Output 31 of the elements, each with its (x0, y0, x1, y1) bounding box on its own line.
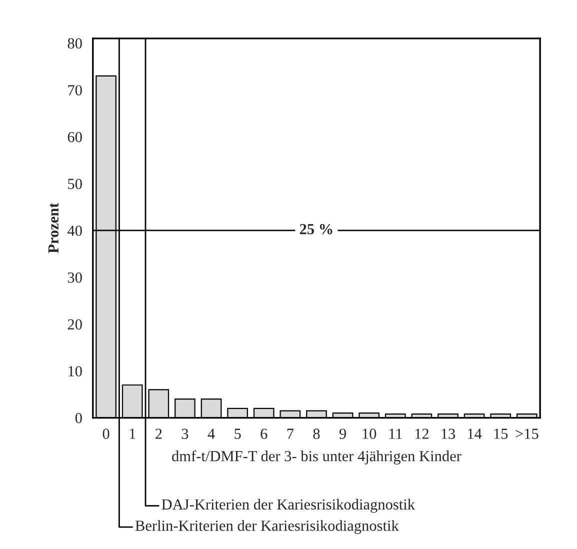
x-tick-label: 2 (156, 428, 162, 439)
x-tick-label: 15 (494, 428, 508, 439)
x-tick-label: 9 (339, 428, 346, 439)
x-axis-title: dmf-t/DMF-T der 3- bis unter 4jährigen Kinder (172, 450, 462, 464)
x-tick-label: 7 (287, 428, 294, 439)
x-tick-label: 11 (389, 428, 402, 439)
y-tick-label: 30 (68, 272, 82, 283)
ref-line-label: DAJ-Kriterien der Kariesrisikodiagnostik (162, 498, 416, 513)
y-tick-label: 80 (68, 38, 82, 49)
annotation: 25 % (300, 224, 332, 234)
x-tick-label: 4 (208, 428, 215, 439)
x-tick-label: 5 (234, 428, 241, 439)
x-tick-label: 3 (182, 428, 188, 439)
y-tick-label: 40 (68, 226, 82, 236)
y-tick-label: 60 (68, 132, 82, 142)
ref-line-label: Berlin-Kriterien der Kariesrisikodiagnostik (135, 520, 399, 534)
x-tick-label: 13 (442, 428, 456, 439)
x-tick-label: 0 (102, 428, 110, 439)
x-tick-label: 12 (415, 428, 428, 439)
x-tick-label: 1 (130, 428, 136, 439)
x-tick-label: 14 (468, 428, 482, 439)
x-tick-label: >15 (516, 428, 538, 439)
y-tick-label: 50 (68, 178, 82, 190)
x-tick-label: 6 (260, 428, 268, 439)
y-axis-title: Prozent (48, 202, 59, 254)
y-tick-label: 20 (68, 319, 82, 330)
y-tick-label: 70 (68, 85, 82, 96)
x-tick-label: 10 (362, 428, 376, 439)
x-tick-label: 8 (313, 428, 320, 439)
y-tick-label: 10 (68, 366, 82, 376)
y-tick-label: 0 (75, 412, 82, 424)
